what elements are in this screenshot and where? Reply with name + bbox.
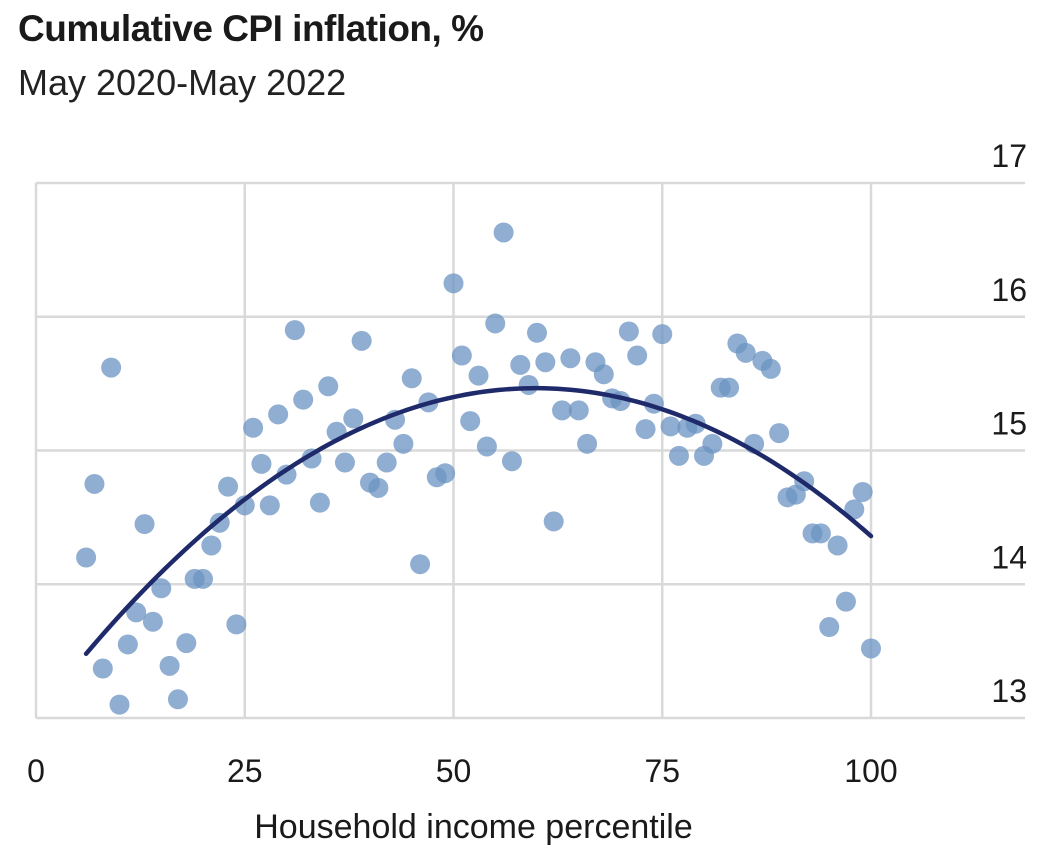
- data-point: [593, 364, 614, 385]
- x-axis-label: Household income percentile: [254, 808, 692, 846]
- data-point: [109, 694, 130, 715]
- data-point: [159, 655, 180, 676]
- data-point: [259, 495, 280, 516]
- y-tick-label: 13: [991, 673, 1027, 709]
- data-point: [468, 365, 489, 386]
- data-point: [92, 658, 113, 679]
- x-tick-label: 100: [844, 753, 897, 789]
- data-point: [568, 400, 589, 421]
- data-point: [167, 689, 188, 710]
- x-tick-label: 0: [27, 753, 45, 789]
- x-tick-labels: 0 25 50 75 100: [27, 753, 898, 789]
- data-point: [652, 324, 673, 345]
- data-point: [702, 433, 723, 454]
- data-point: [101, 357, 122, 378]
- data-point: [193, 568, 213, 589]
- data-point: [351, 330, 372, 351]
- data-point: [810, 523, 831, 544]
- data-point: [201, 535, 222, 556]
- data-point: [527, 322, 547, 343]
- data-point: [226, 614, 247, 635]
- data-point: [151, 578, 172, 599]
- data-point: [451, 345, 472, 366]
- data-point: [84, 473, 105, 494]
- data-point: [401, 368, 422, 389]
- data-point: [460, 411, 481, 432]
- data-point: [861, 638, 881, 659]
- data-point: [243, 417, 264, 438]
- data-point: [309, 492, 330, 513]
- data-point: [284, 320, 305, 341]
- data-point: [393, 433, 414, 454]
- data-point: [760, 358, 781, 379]
- data-point: [76, 547, 97, 568]
- x-tick-label: 50: [436, 753, 472, 789]
- y-tick-label: 15: [991, 406, 1027, 442]
- data-point: [535, 352, 556, 373]
- data-point: [769, 423, 790, 444]
- data-point: [510, 354, 531, 375]
- data-point: [126, 602, 147, 623]
- data-point: [276, 464, 297, 485]
- data-point: [627, 345, 648, 366]
- data-point: [552, 400, 573, 421]
- data-point: [117, 634, 138, 655]
- data-point: [218, 476, 239, 497]
- data-point: [234, 495, 255, 516]
- data-point: [251, 453, 272, 474]
- data-point: [835, 591, 856, 612]
- data-point: [334, 452, 355, 473]
- data-point: [660, 416, 681, 437]
- data-point: [543, 511, 564, 532]
- data-point: [268, 404, 289, 425]
- data-point: [485, 313, 506, 334]
- data-point: [819, 617, 840, 638]
- data-point: [844, 499, 865, 520]
- data-point: [735, 342, 756, 363]
- data-point: [134, 514, 155, 535]
- data-point: [635, 419, 656, 440]
- data-point: [318, 376, 339, 397]
- y-tick-label: 16: [991, 272, 1027, 308]
- x-tick-label: 75: [644, 753, 680, 789]
- data-point: [493, 222, 514, 243]
- data-point: [410, 554, 431, 575]
- data-point: [577, 433, 598, 454]
- chart-title: Cumulative CPI inflation, %: [18, 8, 484, 49]
- data-point: [142, 611, 163, 632]
- data-points: [76, 222, 881, 715]
- data-point: [368, 477, 389, 498]
- data-point: [501, 451, 522, 472]
- data-point: [852, 481, 873, 502]
- data-point: [435, 463, 456, 484]
- data-point: [518, 374, 539, 395]
- data-point: [476, 436, 497, 457]
- data-point: [443, 273, 464, 294]
- chart-subtitle: May 2020-May 2022: [18, 62, 347, 103]
- data-point: [176, 633, 197, 654]
- x-tick-label: 25: [227, 753, 263, 789]
- data-point: [827, 535, 848, 556]
- data-point: [618, 321, 639, 342]
- data-point: [293, 389, 314, 410]
- data-point: [343, 408, 364, 429]
- data-point: [376, 452, 397, 473]
- data-point: [668, 445, 689, 466]
- data-point: [719, 377, 740, 398]
- quadratic-fit-line: [83, 385, 874, 657]
- y-tick-label: 17: [991, 138, 1027, 174]
- y-tick-labels: 13 14 15 16 17: [991, 138, 1027, 709]
- data-point: [560, 348, 581, 369]
- y-tick-label: 14: [991, 539, 1027, 575]
